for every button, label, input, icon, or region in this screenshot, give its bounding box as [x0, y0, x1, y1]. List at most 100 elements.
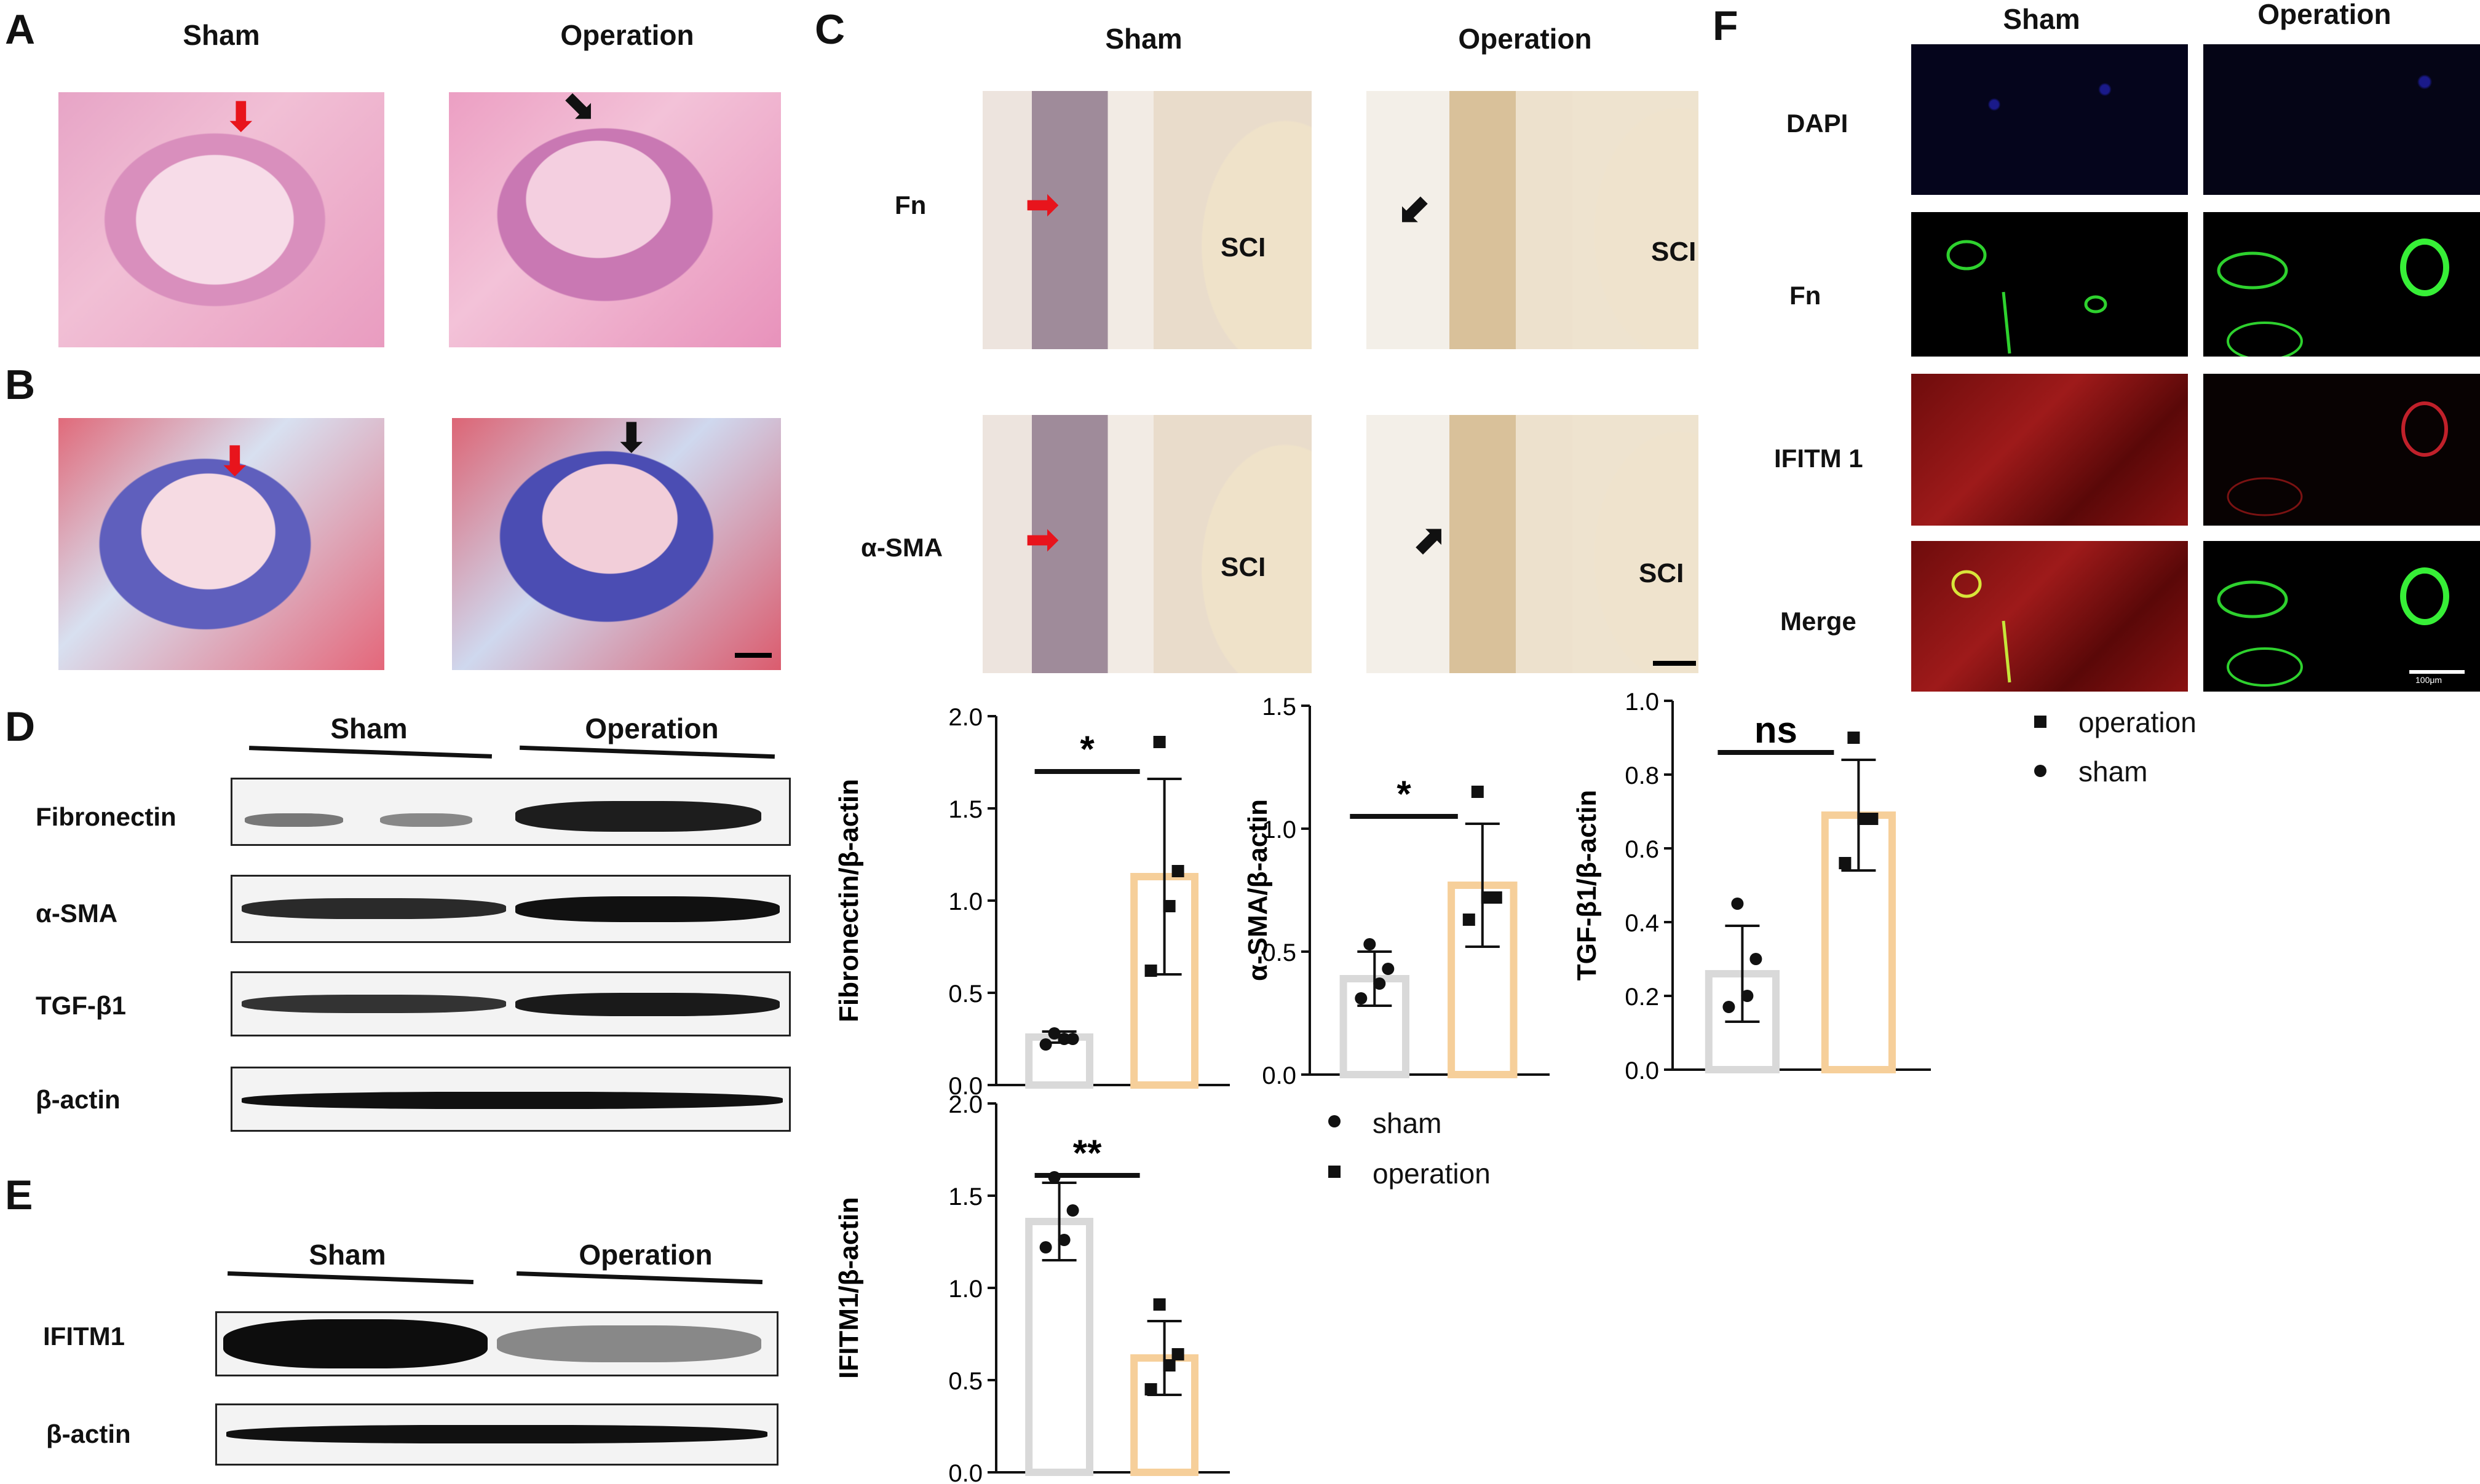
row-label-sma: α-SMA [861, 533, 943, 562]
ihc-fn-operation-image [1366, 91, 1698, 349]
data-point [1039, 1241, 1052, 1253]
significance-label: * [1080, 728, 1095, 770]
y-tick-label: 0.0 [948, 1460, 983, 1484]
blot-label-actin-d: β-actin [36, 1085, 121, 1114]
y-tick-label: 1.5 [948, 796, 983, 823]
y-axis-label: Fibronectin/β-actin [834, 779, 864, 1022]
header-sham-d: Sham [330, 712, 408, 744]
legend-square-icon [1328, 1166, 1341, 1178]
blot-fibronectin [231, 778, 791, 846]
y-tick-label: 1.0 [1625, 689, 1659, 716]
panel-label-d: D [5, 703, 36, 750]
header-operation-a: Operation [560, 19, 694, 51]
data-point [1048, 1027, 1061, 1040]
black-arrow-icon: ⬋ [1397, 187, 1430, 231]
row-label-dapi: DAPI [1786, 109, 1848, 138]
if-merge-operation-image: 100μm [2203, 541, 2480, 692]
ihc-sma-operation-image [1366, 415, 1698, 673]
black-arrow-icon: ⬇ [615, 416, 648, 460]
blot-actin-d [231, 1067, 791, 1132]
blot-sma [231, 875, 791, 943]
data-point [1144, 1383, 1157, 1395]
y-tick-label: 1.0 [948, 888, 983, 915]
blot-ifitm [215, 1311, 778, 1376]
y-tick-label: 0.0 [1625, 1057, 1659, 1084]
header-sham-e: Sham [309, 1239, 386, 1271]
masson-operation-image [452, 418, 781, 670]
he-operation-image [449, 92, 781, 347]
panel-label-a: A [5, 6, 36, 53]
legend-label: sham [2078, 756, 2148, 787]
if-dapi-operation-image [2203, 44, 2480, 195]
data-point [1066, 1033, 1079, 1045]
black-arrow-icon: ⬈ [1413, 517, 1446, 561]
row-label-merge: Merge [1780, 607, 1856, 636]
row-label-fn-f: Fn [1789, 281, 1821, 310]
data-point [1847, 732, 1860, 744]
he-sham-image [58, 92, 384, 347]
black-arrow-icon: ⬊ [563, 84, 596, 128]
legend-circle-icon [1328, 1115, 1341, 1127]
data-point [1355, 992, 1368, 1004]
header-operation-e: Operation [579, 1239, 713, 1271]
data-point [1866, 813, 1879, 825]
data-point [1489, 891, 1502, 904]
data-point [1171, 865, 1184, 877]
header-operation-c: Operation [1458, 23, 1592, 55]
y-tick-label: 0.6 [1625, 836, 1659, 863]
y-tick-label: 2.0 [948, 704, 983, 731]
data-point [1382, 963, 1395, 975]
legend-label: operation [2078, 706, 2197, 738]
legend-square-icon [2034, 716, 2046, 728]
panel-label-c: C [815, 6, 846, 53]
data-point [1153, 1298, 1166, 1311]
sci-label: SCI [1221, 552, 1266, 582]
data-point [1731, 898, 1744, 910]
y-tick-label: 0.0 [948, 1073, 983, 1100]
sci-label: SCI [1639, 558, 1684, 588]
data-point [1741, 990, 1754, 1002]
data-point [1373, 977, 1386, 990]
y-tick-label: 0.8 [1625, 762, 1659, 789]
if-ifitm-operation-image [2203, 374, 2480, 526]
data-point [1462, 914, 1475, 926]
ihc-fn-sham-image [983, 91, 1312, 349]
scale-bar [735, 653, 772, 658]
blot-label-actin-e: β-actin [46, 1419, 131, 1448]
bar [1025, 1033, 1093, 1089]
blot-label-fibronectin: Fibronectin [36, 802, 176, 831]
if-fn-operation-image [2203, 212, 2480, 357]
data-point [1066, 1204, 1079, 1217]
data-point [1144, 965, 1157, 977]
row-label-fn: Fn [895, 191, 927, 219]
red-arrow-icon: ⬇ [218, 439, 252, 483]
y-tick-label: 1.0 [948, 1276, 983, 1303]
data-point [1163, 1359, 1176, 1372]
panel-label-f: F [1713, 2, 1738, 49]
data-point [1058, 1234, 1071, 1246]
data-point [1153, 736, 1166, 748]
red-arrow-icon: ➡ [1026, 517, 1059, 561]
y-tick-label: 0.5 [1262, 939, 1296, 966]
row-label-ifitm: IFITM 1 [1774, 444, 1863, 473]
y-tick-label: 0.4 [1625, 910, 1659, 937]
panel-label-e: E [5, 1172, 33, 1218]
masson-sham-image [58, 418, 384, 670]
red-arrow-icon: ➡ [1026, 182, 1059, 226]
data-point [1163, 900, 1176, 912]
y-axis-label: IFITM1/β-actin [834, 1197, 864, 1379]
if-ifitm-sham-image [1911, 374, 2188, 526]
scale-bar [1653, 661, 1696, 666]
legend-middle: sham operation [1322, 1107, 1568, 1199]
sci-label: SCI [1221, 232, 1266, 262]
y-tick-label: 1.5 [1262, 693, 1296, 720]
y-tick-label: 0.5 [948, 981, 983, 1008]
significance-label: ns [1754, 709, 1797, 751]
data-point [1471, 786, 1484, 798]
y-axis-label: TGF-β1/β-actin [1572, 790, 1602, 981]
scale-bar [2409, 670, 2465, 674]
panel-label-b: B [5, 361, 36, 408]
data-point [1058, 1033, 1071, 1045]
legend-right: operation sham [2029, 706, 2275, 798]
